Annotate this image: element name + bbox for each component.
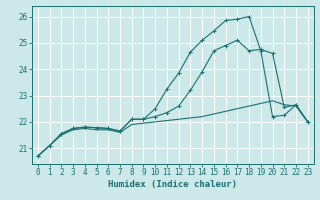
X-axis label: Humidex (Indice chaleur): Humidex (Indice chaleur) bbox=[108, 180, 237, 189]
